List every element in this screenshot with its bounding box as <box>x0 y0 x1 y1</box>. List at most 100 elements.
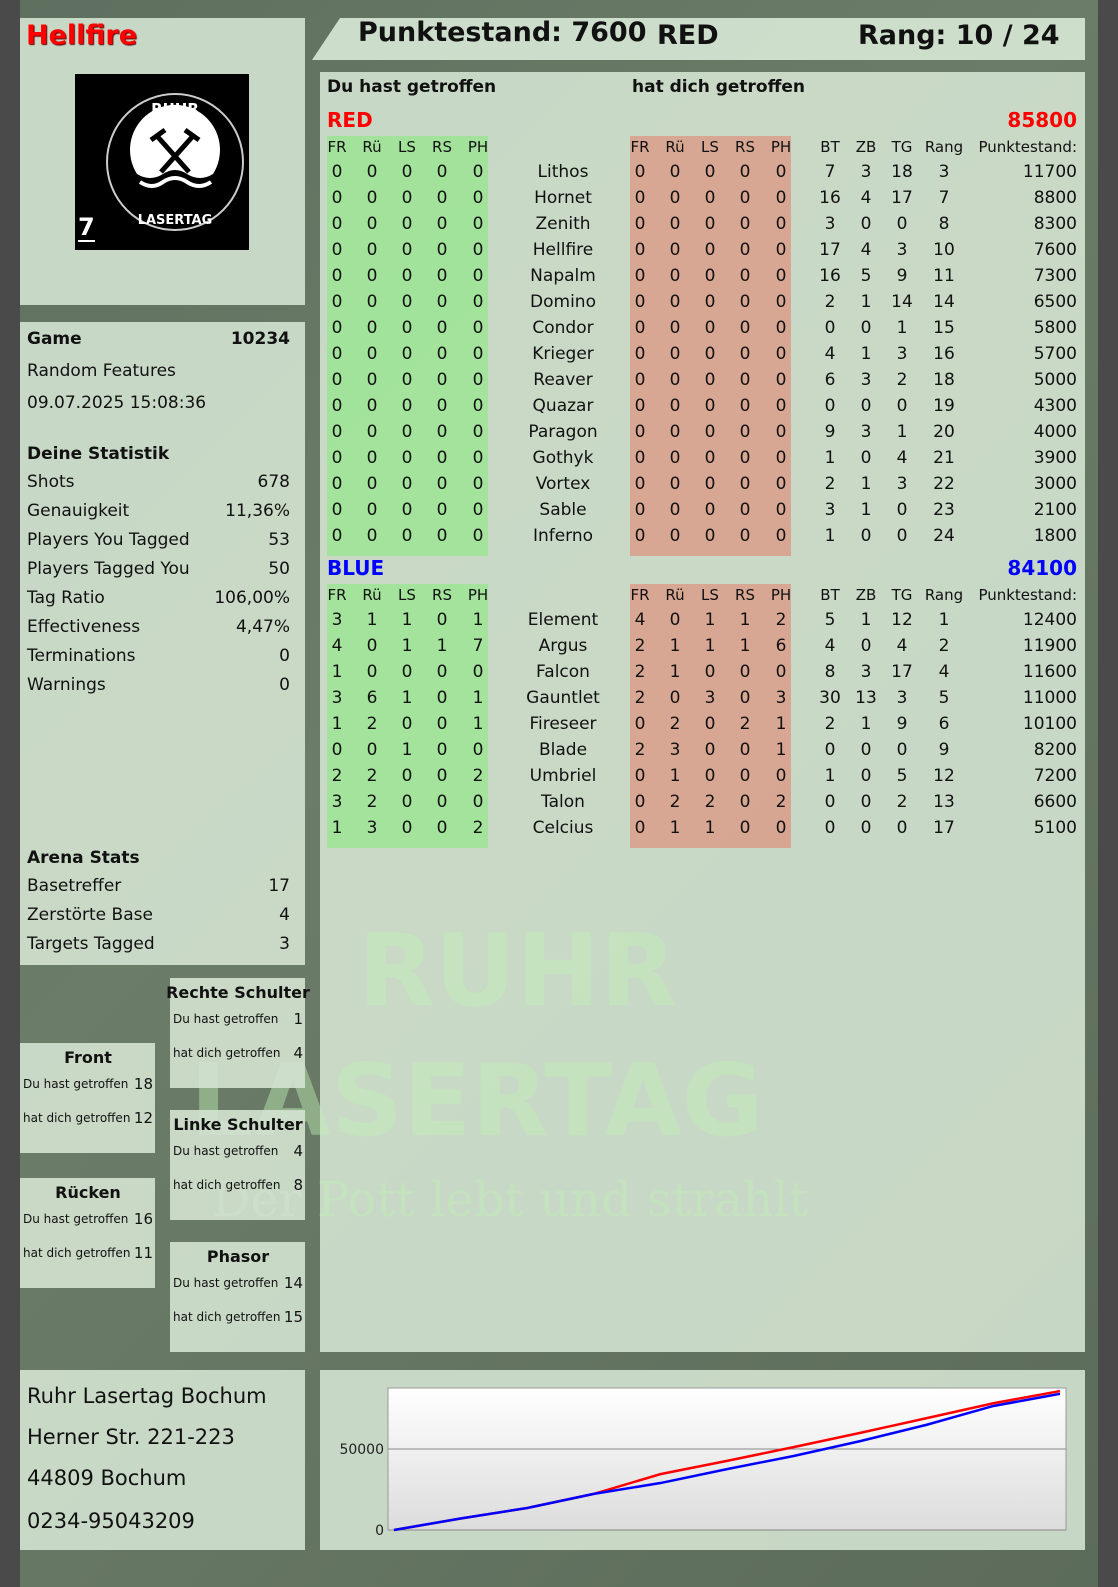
hit-you-cell: 0 <box>704 188 716 208</box>
hit-you-cell: 0 <box>704 344 716 364</box>
stat-cell: 2 <box>824 474 836 494</box>
stat-value: 53 <box>268 530 290 550</box>
stat-cell: 3 <box>860 370 872 390</box>
stat-cell: 16 <box>819 188 841 208</box>
hit-you-cell: 0 <box>704 214 716 234</box>
stat-cell: 8300 <box>1033 214 1077 234</box>
address-phone: 0234-95043209 <box>27 1509 195 1533</box>
you-hit-cell: 0 <box>366 474 378 494</box>
arena-label: Basetreffer <box>27 876 122 896</box>
stat-cell: 0 <box>896 396 908 416</box>
stat-cell: 24 <box>933 526 955 546</box>
hit-you-cell: 0 <box>704 662 716 682</box>
team-total: 84100 <box>1007 556 1077 580</box>
zone-phasor: Phasor Du hast getroffen 14 hat dich getrof… <box>170 1242 305 1352</box>
column-header: Rü <box>665 138 685 156</box>
column-header: RS <box>432 586 452 604</box>
you-hit-cell: 0 <box>331 422 343 442</box>
you-hit-cell: 0 <box>331 500 343 520</box>
hit-you-cell: 0 <box>775 344 787 364</box>
you-hit-cell: 0 <box>436 370 448 390</box>
player-name: Gauntlet <box>526 688 600 708</box>
arena-value: 3 <box>279 934 290 954</box>
zone-title: Phasor <box>206 1247 270 1266</box>
zone-you-hit-label: Du hast getroffen <box>173 1012 279 1026</box>
you-hit-cell: 0 <box>472 266 484 286</box>
hit-you-cell: 0 <box>739 188 751 208</box>
hit-you-cell: 0 <box>704 162 716 182</box>
stat-cell: 5000 <box>1033 370 1077 390</box>
you-hit-cell: 2 <box>366 714 378 734</box>
stat-cell: 22 <box>933 474 955 494</box>
hit-you-title: hat dich getroffen <box>632 77 806 97</box>
hit-you-cell: 0 <box>775 422 787 442</box>
team-logo: RUHR LASERTAG 7 <box>75 74 249 250</box>
hit-you-cell: 0 <box>775 370 787 390</box>
hit-you-cell: 1 <box>669 818 681 838</box>
stat-cell: 0 <box>896 740 908 760</box>
you-hit-cell: 0 <box>436 740 448 760</box>
hit-you-cell: 0 <box>775 188 787 208</box>
hit-you-cell: 1 <box>669 662 681 682</box>
stat-cell: 9 <box>896 266 908 286</box>
stat-cell: 3 <box>824 500 836 520</box>
stat-cell: 2 <box>824 292 836 312</box>
you-hit-cell: 0 <box>401 422 413 442</box>
stat-cell: 5100 <box>1033 818 1077 838</box>
stat-cell: 4 <box>860 188 872 208</box>
zone-rechte-schulter: Rechte Schulter Du hast getroffen 1 hat dic… <box>166 978 310 1088</box>
column-header: Rang <box>924 138 964 156</box>
hit-you-cell: 0 <box>669 266 681 286</box>
hit-you-cell: 3 <box>775 688 787 708</box>
you-hit-cell: 4 <box>331 636 343 656</box>
stat-cell: 19 <box>933 396 955 416</box>
you-hit-cell: 0 <box>331 396 343 416</box>
zone-you-hit-value: 1 <box>293 1010 303 1028</box>
stat-cell: 13 <box>855 688 877 708</box>
hit-you-cell: 0 <box>704 240 716 260</box>
stat-cell: 7600 <box>1033 240 1077 260</box>
hit-you-cell: 0 <box>739 396 751 416</box>
player-name: Inferno <box>532 526 594 546</box>
score-chart: 0 50000 <box>339 1387 1067 1539</box>
stat-cell: 18 <box>933 370 955 390</box>
left-border <box>0 0 20 1587</box>
stat-cell: 9 <box>824 422 836 442</box>
zone-title: Linke Schulter <box>173 1115 303 1134</box>
you-hit-cell: 0 <box>366 266 378 286</box>
right-border <box>1098 0 1118 1587</box>
hit-you-cell: 0 <box>775 526 787 546</box>
player-name: Lithos <box>537 162 589 182</box>
hit-you-cell: 2 <box>669 714 681 734</box>
hit-you-cell: 0 <box>739 766 751 786</box>
you-hit-cell: 0 <box>331 526 343 546</box>
you-hit-cell: 0 <box>436 214 448 234</box>
stat-cell: 1 <box>860 500 872 520</box>
you-hit-cell: 0 <box>401 396 413 416</box>
player-name: Gothyk <box>532 448 594 468</box>
hit-you-cell: 0 <box>704 714 716 734</box>
hit-you-cell: 0 <box>739 318 751 338</box>
hit-you-cell: 0 <box>669 688 681 708</box>
you-hit-cell: 0 <box>472 448 484 468</box>
you-hit-cell: 0 <box>436 688 448 708</box>
stats-title: Deine Statistik <box>27 444 170 464</box>
team-name: RED <box>327 108 373 132</box>
column-header: BT <box>820 138 840 156</box>
hit-you-cell: 0 <box>739 240 751 260</box>
zone-r-cken: Rücken Du hast getroffen 16 hat dich getrof… <box>20 1178 155 1288</box>
stat-cell: 1 <box>896 422 908 442</box>
column-header: LS <box>398 586 416 604</box>
stat-cell: 4 <box>896 448 908 468</box>
hit-you-cell: 0 <box>669 422 681 442</box>
column-header: LS <box>701 586 719 604</box>
column-header: Rü <box>665 586 685 604</box>
y-tick-label: 50000 <box>339 1442 384 1458</box>
hit-you-cell: 0 <box>669 188 681 208</box>
player-name: Condor <box>532 318 594 338</box>
hit-you-cell: 0 <box>634 422 646 442</box>
stat-cell: 4 <box>896 636 908 656</box>
arena-label: Zerstörte Base <box>27 905 153 925</box>
hit-you-cell: 0 <box>704 526 716 546</box>
you-hit-cell: 0 <box>366 636 378 656</box>
